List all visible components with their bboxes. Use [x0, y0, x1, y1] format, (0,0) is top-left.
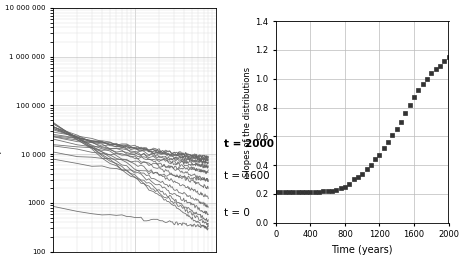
Text: t = 2000: t = 2000 [224, 139, 274, 149]
Y-axis label: Slopes of the distributions: Slopes of the distributions [243, 67, 252, 177]
Text: t = 1600: t = 1600 [224, 171, 269, 181]
Y-axis label: Population size: Population size [0, 96, 2, 164]
X-axis label: Time (years): Time (years) [331, 245, 392, 255]
Text: t = 0: t = 0 [224, 208, 250, 218]
